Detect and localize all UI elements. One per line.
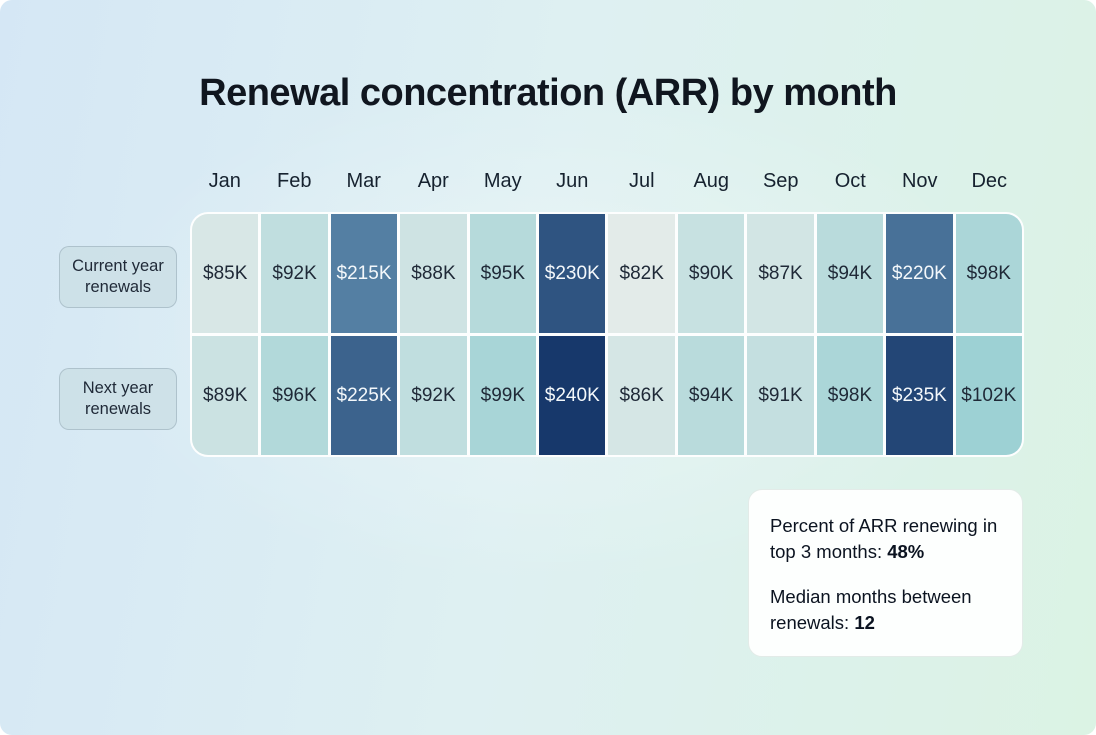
month-header-row: Jan Feb Mar Apr May Jun Jul Aug Sep Oct … (190, 170, 1024, 193)
month-label-jul: Jul (628, 170, 655, 192)
summary-line-median: Median months between renewals: 12 (770, 584, 1001, 636)
heatmap-cell-current-apr: $88K (400, 214, 467, 333)
summary-line-median-text: Median months between renewals: (770, 585, 972, 633)
month-label-jan: Jan (208, 170, 241, 192)
summary-card: Percent of ARR renewing in top 3 months:… (748, 489, 1023, 657)
month-label-feb: Feb (277, 170, 312, 192)
heatmap-cell-next-may: $99K (469, 336, 537, 455)
heatmap-cell-next-nov: $235K (886, 336, 953, 455)
heatmap-cell-next-dec: $102K (955, 336, 1022, 455)
month-label-aug: Aug (693, 170, 730, 192)
heatmap-cell-current-jun: $230K (539, 214, 606, 333)
row-label-current-year: Current year renewals (59, 246, 177, 308)
heatmap-cell-current-aug: $90K (677, 214, 745, 333)
summary-line-top3: Percent of ARR renewing in top 3 months:… (770, 513, 1001, 565)
heatmap-cell-current-nov: $220K (886, 214, 953, 333)
month-label-apr: Apr (417, 170, 449, 192)
month-label-dec: Dec (971, 170, 1008, 192)
heatmap-cell-current-may: $95K (469, 214, 537, 333)
heatmap-cell-current-dec: $98K (955, 214, 1022, 333)
heatmap-cell-next-sep: $91K (747, 336, 814, 455)
month-label-may: May (483, 170, 522, 192)
heatmap-cell-next-feb: $96K (261, 336, 328, 455)
heatmap-cell-current-jul: $82K (608, 214, 675, 333)
heatmap-cell-next-oct: $98K (816, 336, 884, 455)
month-label-sep: Sep (762, 170, 799, 192)
heatmap-cell-current-mar: $215K (330, 214, 398, 333)
summary-value-median-months: 12 (854, 611, 875, 633)
heatmap-cell-current-jan: $85K (192, 214, 259, 333)
heatmap-cell-next-aug: $94K (677, 336, 745, 455)
heatmap-cell-next-apr: $92K (400, 336, 467, 455)
heatmap-cell-next-jul: $86K (608, 336, 675, 455)
row-label-next-year: Next year renewals (59, 368, 177, 430)
heatmap-cell-current-oct: $94K (816, 214, 884, 333)
heatmap-cell-current-sep: $87K (747, 214, 814, 333)
heatmap-cell-next-jun: $240K (539, 336, 606, 455)
chart-title: Renewal concentration (ARR) by month (199, 72, 897, 114)
summary-line-top3-text: Percent of ARR renewing in top 3 months: (770, 515, 998, 562)
heatmap-grid: $85K $92K $215K $88K $95K $230K $82K $90… (190, 212, 1024, 457)
month-label-nov: Nov (901, 170, 938, 192)
heatmap-cell-next-jan: $89K (192, 336, 259, 455)
heatmap-cell-current-feb: $92K (261, 214, 328, 333)
heatmap-cell-next-mar: $225K (330, 336, 398, 455)
month-label-oct: Oct (834, 170, 866, 192)
month-label-jun: Jun (556, 170, 589, 192)
month-label-mar: Mar (346, 170, 381, 192)
summary-value-top3-percent: 48% (887, 540, 925, 562)
